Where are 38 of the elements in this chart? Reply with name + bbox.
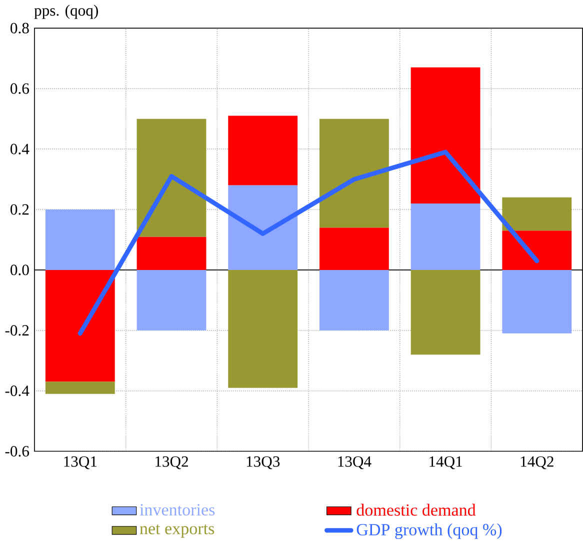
legend-label: net exports (140, 524, 214, 538)
bar (319, 228, 389, 270)
x-tick-label: 14Q2 (520, 456, 554, 470)
y-tick-label: -0.6 (5, 446, 30, 457)
y-tick-label: 0.6 (10, 83, 30, 94)
y-tick-label: 0.4 (10, 144, 30, 154)
bar (228, 116, 298, 186)
bar (410, 203, 480, 270)
bar (136, 236, 206, 270)
bar (502, 197, 572, 231)
bar (45, 209, 115, 270)
legend-label: domestic demand (356, 504, 476, 516)
y-tick-label: 0.2 (10, 204, 29, 215)
y-tick-label: 0.0 (10, 264, 29, 276)
bar (319, 118, 389, 228)
x-tick-label: 14Q1 (430, 456, 462, 470)
bar (136, 270, 206, 330)
legend-label: inventories (140, 504, 215, 516)
y-tick-label: 0.8 (10, 22, 29, 34)
y-axis-title: pps. (qoq) (34, 4, 98, 19)
bar (136, 118, 206, 237)
bar (228, 270, 298, 388)
x-tick-label: 13Q3 (246, 456, 280, 470)
bar (319, 270, 389, 330)
bar (502, 230, 572, 270)
bar (45, 382, 115, 394)
x-tick-label: 13Q4 (338, 456, 372, 470)
bar (228, 185, 298, 270)
bar (410, 270, 480, 355)
x-tick-label: 13Q2 (156, 456, 188, 470)
bar (410, 67, 480, 204)
x-tick-label: 13Q1 (64, 456, 97, 470)
legend-label: GDP growth (qoq %) (356, 523, 502, 539)
line-series (78, 150, 540, 336)
y-tick-label: -0.2 (5, 325, 29, 336)
bar (502, 270, 572, 334)
bar (45, 270, 115, 382)
y-tick-label: -0.4 (5, 386, 30, 396)
